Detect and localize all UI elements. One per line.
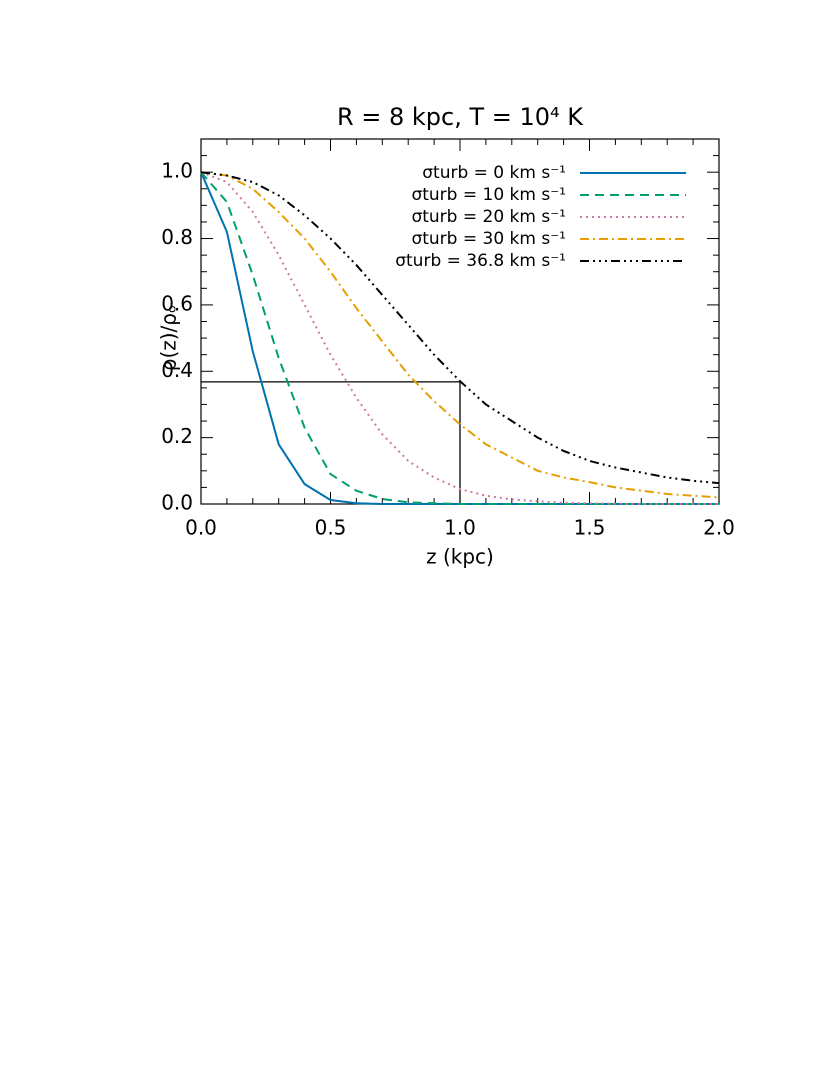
legend-label: σturb = 0 km s⁻¹ — [422, 163, 566, 183]
line-series — [200, 171, 719, 505]
legend-label: σturb = 30 km s⁻¹ — [411, 229, 566, 249]
y-tick-label: 0.2 — [161, 424, 193, 448]
x-tick-label: 0.0 — [185, 516, 217, 540]
legend-label: σturb = 20 km s⁻¹ — [411, 207, 566, 227]
legend-label: σturb = 36.8 km s⁻¹ — [395, 251, 566, 271]
y-tick-label: 1.0 — [161, 159, 193, 183]
chart-title: R = 8 kpc, T = 10⁴ K — [337, 103, 584, 131]
legend-label: σturb = 10 km s⁻¹ — [411, 185, 566, 205]
y-tick-label: 0.4 — [161, 358, 193, 382]
x-tick-label: 1.0 — [444, 516, 476, 540]
y-tick-label: 0.6 — [161, 291, 193, 315]
y-tick-label: 0.0 — [161, 491, 193, 515]
y-axis-label: ρ(z)/ρₒ — [157, 305, 181, 372]
y-tick-label: 0.8 — [161, 225, 193, 249]
x-tick-label: 0.5 — [315, 516, 347, 540]
line-series — [200, 171, 720, 499]
x-tick-label: 1.5 — [574, 516, 606, 540]
x-tick-label: 2.0 — [703, 516, 735, 540]
line-series — [200, 171, 720, 485]
line-series — [200, 171, 719, 505]
x-axis-label: z (kpc) — [426, 545, 494, 569]
